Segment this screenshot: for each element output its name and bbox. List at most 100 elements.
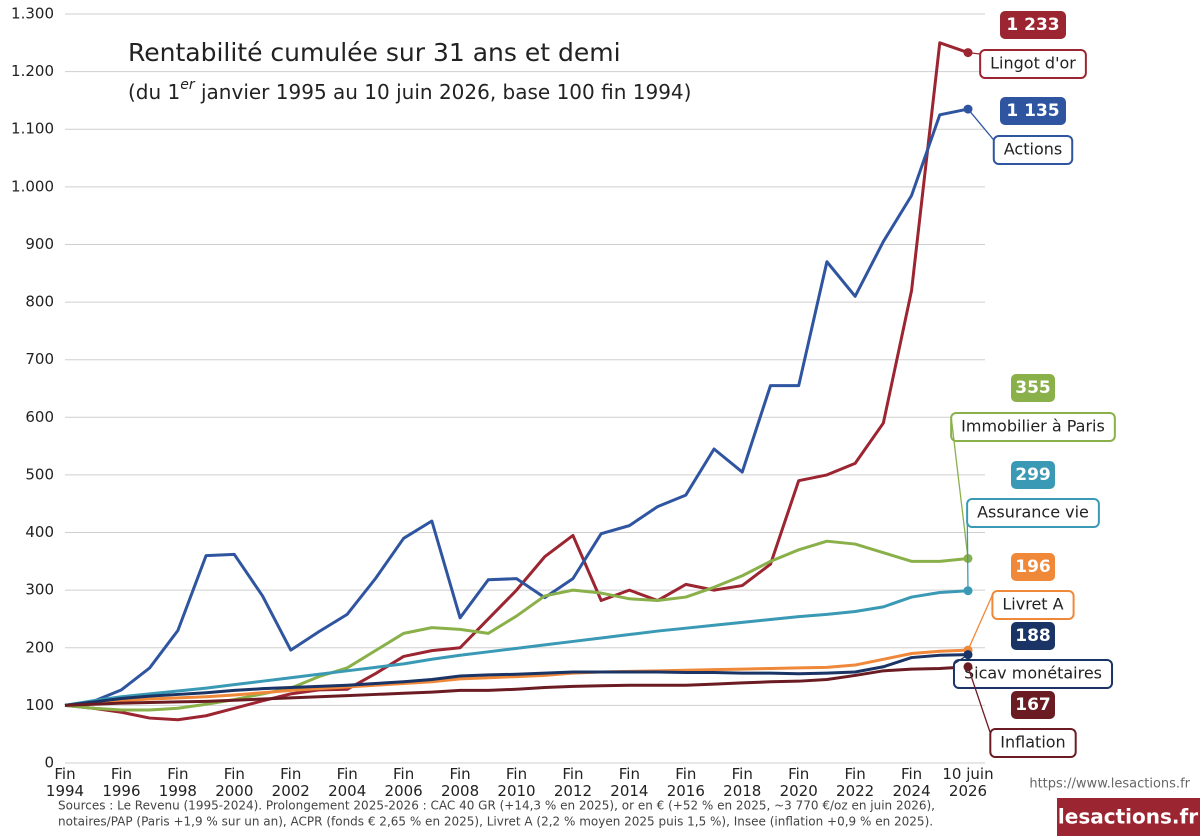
- url: https://www.lesactions.fr: [1029, 777, 1190, 792]
- x-tick-label: Fin 2016: [667, 765, 705, 800]
- y-tick-label: 1.000: [11, 177, 54, 195]
- x-tick-label: Fin 2002: [272, 765, 310, 800]
- series-line: [64, 589, 969, 707]
- series-label: Immobilier à Paris 355: [950, 374, 1116, 559]
- series-line: [64, 653, 969, 707]
- y-tick-label: 700: [25, 350, 54, 368]
- y-tick-label: 0: [44, 754, 54, 772]
- x-tick-label: Fin 1996: [102, 765, 140, 800]
- leader-line: [967, 108, 995, 141]
- y-tick-label: 1.300: [11, 5, 54, 23]
- value-label: 355: [1015, 378, 1051, 398]
- chart-title: Rentabilité cumulée sur 31 ans et demi: [128, 38, 621, 67]
- x-tick-line: Fin: [449, 765, 470, 783]
- x-tick-line: Fin: [675, 765, 696, 783]
- series-line: [64, 648, 969, 707]
- value-label: 167: [1015, 695, 1051, 715]
- x-tick-label: Fin 2008: [441, 765, 479, 800]
- value-badge: [1011, 622, 1055, 650]
- end-point: [963, 586, 973, 596]
- x-tick-line: Fin: [506, 765, 527, 783]
- x-tick-label: Fin 2012: [554, 765, 592, 800]
- legend-box: [991, 590, 1075, 620]
- value-label: 1 135: [1006, 101, 1059, 121]
- series-label: Inflation 167: [967, 666, 1077, 758]
- x-tick-line: 2024: [892, 782, 930, 800]
- x-tick-line: 2004: [328, 782, 366, 800]
- x-tick-line: 1998: [159, 782, 197, 800]
- x-tick-line: Fin: [337, 765, 358, 783]
- x-tick-line: Fin: [224, 765, 245, 783]
- x-tick-line: 2020: [780, 782, 818, 800]
- end-point: [963, 48, 973, 58]
- x-tick-label: Fin 2018: [723, 765, 761, 800]
- x-tick-line: Fin: [280, 765, 301, 783]
- value-label: 299: [1015, 465, 1051, 485]
- y-tick-label: 900: [25, 235, 54, 253]
- y-tick-label: 800: [25, 293, 54, 311]
- x-tick-line: Fin: [393, 765, 414, 783]
- leader-line: [950, 416, 969, 559]
- series-line: [64, 41, 969, 722]
- x-tick-line: Fin: [732, 765, 753, 783]
- legend-label: Lingot d'or: [990, 54, 1076, 73]
- x-tick-line: Fin: [54, 765, 75, 783]
- x-tick-line: 2016: [667, 782, 705, 800]
- x-tick-line: 2010: [497, 782, 535, 800]
- series-label: Sicav monétaires 188: [952, 622, 1114, 689]
- x-tick-line: 2002: [272, 782, 310, 800]
- series-line: [64, 539, 969, 712]
- value-label: 1 233: [1006, 15, 1059, 35]
- end-point: [963, 650, 973, 660]
- x-tick-line: 2000: [215, 782, 253, 800]
- series-line: [64, 665, 969, 707]
- y-tick-label: 100: [25, 696, 54, 714]
- x-tick-line: 1994: [46, 782, 84, 800]
- series-label: Lingot d'or 1 233: [967, 11, 1087, 79]
- leader-line: [967, 594, 993, 651]
- legend-box: [989, 728, 1077, 758]
- value-badge: [1011, 553, 1055, 581]
- value-badge: [1011, 461, 1055, 489]
- value-badge: [1011, 374, 1055, 402]
- series-label: Assurance vie 299: [966, 461, 1100, 591]
- legend-label: Inflation: [1000, 733, 1065, 752]
- x-tick-line: Fin: [901, 765, 922, 783]
- x-tick-label: 10 juin 2026: [942, 765, 993, 800]
- source-line: notaires/PAP (Paris +1,9 % sur un an), A…: [58, 815, 933, 829]
- x-tick-line: Fin: [167, 765, 188, 783]
- x-tick-label: Fin 2006: [385, 765, 423, 800]
- y-tick-label: 1.200: [11, 62, 54, 80]
- x-tick-line: 2008: [441, 782, 479, 800]
- legend-label: Actions: [1004, 140, 1062, 159]
- legend-box: [952, 659, 1114, 689]
- x-tick-label: Fin 2022: [836, 765, 874, 800]
- y-tick-label: 600: [25, 408, 54, 426]
- series-line: [64, 107, 969, 707]
- source-line: Sources : Le Revenu (1995-2024). Prolong…: [58, 799, 935, 813]
- legend-label: Immobilier à Paris: [961, 417, 1105, 436]
- x-tick-label: Fin 2004: [328, 765, 366, 800]
- chart-subtitle: (du 1er janvier 1995 au 10 juin 2026, ba…: [128, 77, 691, 104]
- y-tick-label: 1.100: [11, 120, 54, 138]
- x-tick-label: Fin 2020: [780, 765, 818, 800]
- legend-label: Assurance vie: [977, 503, 1089, 522]
- x-tick-line: 2026: [949, 782, 987, 800]
- brand: lesactions.fr: [1058, 805, 1198, 829]
- legend-box: [992, 135, 1074, 165]
- y-tick-label: 200: [25, 638, 54, 656]
- x-tick-line: 2022: [836, 782, 874, 800]
- series-label: Livret A 196: [967, 553, 1075, 651]
- y-tick-label: 400: [25, 523, 54, 541]
- value-label: 196: [1015, 557, 1051, 577]
- x-tick-label: Fin 2024: [892, 765, 930, 800]
- value-badge: [1000, 11, 1066, 39]
- legend-label: Livret A: [1002, 595, 1063, 614]
- x-tick-line: Fin: [845, 765, 866, 783]
- value-label: 188: [1015, 626, 1051, 646]
- x-tick-line: 2006: [385, 782, 423, 800]
- x-tick-label: Fin 2010: [497, 765, 535, 800]
- end-point: [963, 662, 973, 672]
- x-tick-line: Fin: [788, 765, 809, 783]
